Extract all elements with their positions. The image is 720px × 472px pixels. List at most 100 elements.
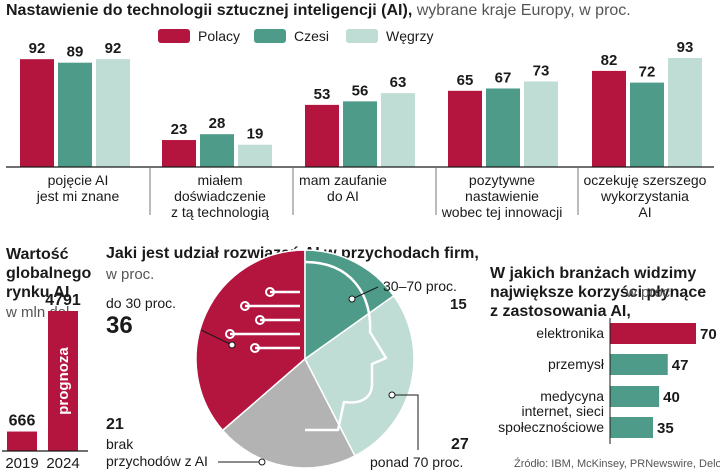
leader-under30 (200, 329, 233, 346)
pie-value-none: 21 (106, 416, 124, 433)
chart3-subtitle: w proc. (106, 266, 155, 283)
bar-0-4 (592, 70, 626, 167)
chart1-title-main: Nastawienie do technologii sztucznej int… (6, 2, 413, 19)
industry-value-0: 70 (700, 326, 717, 343)
bar-0-1 (162, 140, 196, 167)
legend-label-czesi: Czesi (294, 28, 330, 44)
market-value-1: 4791 (45, 292, 81, 309)
market-year-1: 2024 (46, 455, 79, 472)
industry-label-1-0: przemysł (548, 356, 605, 372)
chart1-title: Nastawienie do technologii sztucznej int… (6, 2, 631, 20)
chart4-title: W jakich branżach widzimy największe kor… (490, 245, 706, 321)
pie-slice-1 (304, 249, 395, 361)
category-label-2: mam zaufanie do AI (299, 172, 387, 204)
leader-dot-over70 (388, 391, 396, 399)
industry-label-3-0: internet, sieci (522, 403, 604, 419)
bar-value-1-0: 89 (67, 44, 84, 61)
bar-value-1-4: 72 (639, 64, 656, 81)
industry-value-3: 35 (657, 420, 674, 437)
bar-0-3 (448, 90, 482, 167)
bar-value-0-1: 23 (171, 121, 188, 138)
pie-value-under30: 36 (106, 312, 133, 339)
circuit-node-3 (225, 329, 235, 339)
category-label-3: pozytywne nastawienie wobec tej innowacj… (441, 172, 563, 220)
pie-slice-0 (195, 249, 306, 432)
pie-value-30-70: 15 (450, 296, 467, 313)
bar-value-1-2: 56 (352, 82, 369, 99)
industry-label-3-1: społecznościowe (498, 419, 604, 435)
pie-slice-2 (304, 294, 415, 457)
industry-bar-0 (610, 323, 696, 344)
bar-value-0-0: 92 (29, 40, 46, 57)
bar-value-1-1: 28 (209, 115, 226, 132)
legend-swatch-wegry (346, 29, 378, 43)
bar-2-2 (381, 93, 415, 167)
circuit-node-4 (250, 343, 260, 353)
legend-swatch-polacy (158, 29, 190, 43)
bar-value-0-3: 65 (457, 72, 474, 89)
legend-item-czesi: Czesi (254, 28, 329, 44)
head-profile-icon (304, 260, 388, 432)
chart4-title-main: W jakich branżach widzimy największe kor… (490, 265, 707, 320)
leader-dot-under30 (228, 341, 236, 349)
pie-value-over70: 27 (451, 436, 469, 453)
source-note: Źródło: IBM, McKinsey, PRNewswire, Deloi… (514, 458, 720, 470)
bar-0-2 (305, 104, 339, 167)
bar-1-4 (630, 82, 664, 167)
bar-value-0-4: 82 (601, 52, 618, 69)
bar-1-1 (200, 134, 234, 167)
market-bar-0 (7, 431, 37, 451)
pie-label-under30: do 30 proc. (106, 295, 177, 311)
legend-swatch-czesi (254, 29, 286, 43)
leader-dot-none (258, 458, 266, 466)
bar-2-3 (524, 81, 558, 167)
chart1-subtitle: wybrane kraje Europy, w proc. (416, 2, 631, 19)
bar-1-0 (58, 62, 92, 167)
category-label-4: oczekuję szerszego wykorzystania AI (583, 172, 707, 220)
grouped-bar-chart: 92 23 53 65 82 89 28 56 67 72 92 19 63 73 93 (6, 39, 714, 215)
circuit-node-1 (240, 301, 250, 311)
bar-2-4 (668, 58, 702, 167)
industry-bar-3 (610, 417, 653, 438)
bar-2-0 (96, 59, 130, 167)
bar-value-2-0: 92 (105, 40, 122, 57)
category-label-0: pojęcie AI jest mi znane (36, 172, 120, 204)
category-label-1: miałem doświadczenie z tą technologią (170, 172, 270, 220)
industry-label-0-0: elektronika (536, 325, 604, 341)
bar-2-1 (238, 144, 272, 167)
pie-label-over70: ponad 70 proc. (370, 454, 464, 470)
pie-slice-3 (221, 357, 356, 469)
industry-bar-2 (610, 386, 660, 407)
market-value-0: 666 (9, 413, 36, 430)
chart4-subtitle: w proc. (626, 284, 675, 301)
chart2-title: Wartość globalnego rynku AI (6, 246, 92, 301)
industry-value-1: 47 (672, 357, 689, 374)
leader-dot-30-70 (348, 295, 356, 303)
bar-value-1-3: 67 (495, 69, 512, 86)
pie-label-none: brak przychodów z AI (106, 436, 208, 469)
bar-1-3 (486, 88, 520, 167)
industry-label-2-0: medycyna (540, 388, 604, 404)
bar-value-2-4: 93 (677, 39, 694, 56)
pie-label-30-70: 30–70 proc. (383, 278, 457, 294)
legend-item-polacy: Polacy (158, 28, 240, 44)
leader-30-70 (351, 286, 379, 300)
market-bar-1 (48, 311, 78, 451)
bar-0-0 (20, 59, 54, 167)
circuit-node-0 (265, 287, 275, 297)
market-year-0: 2019 (5, 455, 38, 472)
industry-bar-1 (610, 354, 668, 375)
bar-value-2-2: 63 (390, 74, 407, 91)
leader-over70 (392, 394, 419, 450)
forecast-label: prognoza (55, 347, 72, 415)
legend-item-wegry: Węgrzy (346, 28, 433, 44)
circuit-node-2 (255, 315, 265, 325)
bar-value-2-1: 19 (247, 126, 264, 143)
bar-value-0-2: 53 (314, 86, 331, 103)
bar-1-2 (343, 101, 377, 167)
bar-value-2-3: 73 (533, 62, 550, 79)
legend-label-wegry: Węgrzy (386, 28, 434, 44)
